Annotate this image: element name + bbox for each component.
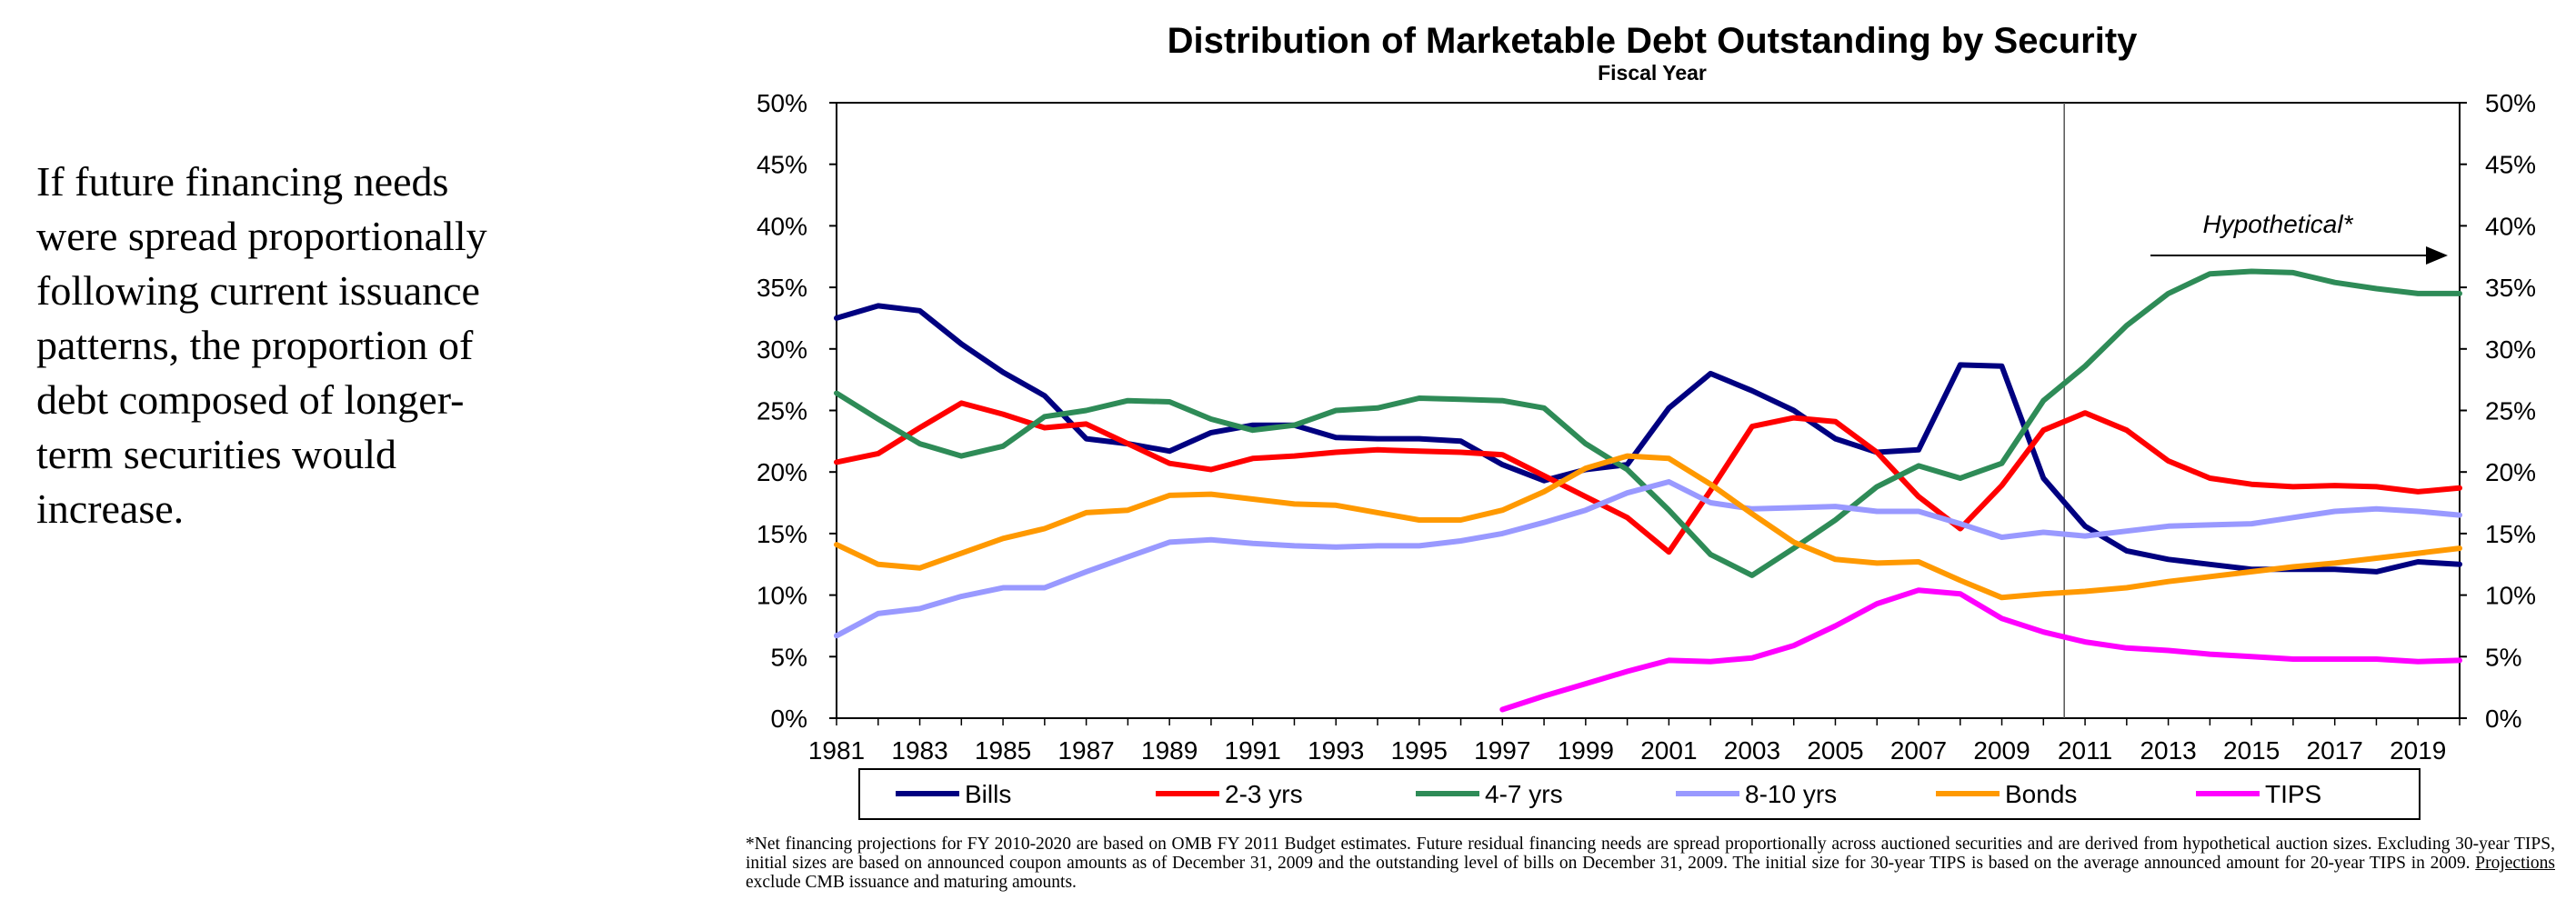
y-tick-label-right: 20% — [2485, 458, 2536, 486]
y-tick-label-right: 10% — [2485, 582, 2536, 610]
x-tick-label: 1989 — [1141, 736, 1198, 765]
legend-label-8-10-yrs: 8-10 yrs — [1745, 780, 1837, 808]
footnote-underlined: Projections — [2475, 854, 2555, 873]
legend — [858, 768, 2421, 820]
side-note: If future financing needs were spread pr… — [36, 158, 487, 532]
y-tick-label: 25% — [757, 397, 807, 425]
x-tick-label: 1981 — [808, 736, 865, 765]
series-line-tips — [1499, 587, 2462, 713]
legend-label-2-3-yrs: 2-3 yrs — [1225, 780, 1303, 808]
x-tick-label: 1997 — [1474, 736, 1530, 765]
x-tick-label: 2009 — [1973, 736, 2030, 765]
y-tick-label: 5% — [771, 643, 807, 671]
y-tick-label: 50% — [757, 89, 807, 117]
legend-label-4-7-yrs: 4-7 yrs — [1485, 780, 1563, 808]
y-tick-label-right: 5% — [2485, 643, 2521, 671]
footnote: *Net financing projections for FY 2010-2… — [746, 835, 2555, 892]
y-tick-label-right: 40% — [2485, 212, 2536, 240]
x-tick-label: 2007 — [1890, 736, 1947, 765]
y-tick-label-right: 0% — [2485, 705, 2521, 733]
y-tick-label-right: 50% — [2485, 89, 2536, 117]
y-tick-label: 45% — [757, 151, 807, 179]
x-tick-label: 2013 — [2140, 736, 2196, 765]
series-line-bonds — [834, 453, 2462, 601]
y-tick-label-right: 35% — [2485, 274, 2536, 302]
x-tick-label: 1987 — [1057, 736, 1114, 765]
debt-distribution-chart: Distribution of Marketable Debt Outstand… — [757, 21, 2536, 820]
legend-label-bills: Bills — [965, 780, 1011, 808]
x-tick-label: 1993 — [1308, 736, 1364, 765]
x-tick-label: 1983 — [891, 736, 947, 765]
x-tick-label: 1995 — [1391, 736, 1448, 765]
y-tick-label-right: 15% — [2485, 520, 2536, 548]
series-line-2-3-yrs — [834, 400, 2462, 555]
x-tick-label: 1999 — [1558, 736, 1614, 765]
y-tick-label-right: 30% — [2485, 335, 2536, 364]
y-tick-label-right: 45% — [2485, 151, 2536, 179]
footnote-text-end: exclude CMB issuance and maturing amount… — [746, 873, 1077, 892]
y-tick-label: 10% — [757, 582, 807, 610]
footnote-text: *Net financing projections for FY 2010-2… — [746, 835, 2555, 873]
legend-label-bonds: Bonds — [2005, 780, 2077, 808]
y-tick-label: 15% — [757, 520, 807, 548]
series-line-8-10-yrs — [834, 479, 2462, 639]
legend-label-tips: TIPS — [2265, 780, 2321, 808]
chart-subtitle: Fiscal Year — [1598, 61, 1707, 85]
x-tick-label: 2005 — [1807, 736, 1863, 765]
y-tick-label-right: 25% — [2485, 397, 2536, 425]
y-tick-label: 0% — [771, 705, 807, 733]
x-tick-label: 2015 — [2223, 736, 2280, 765]
chart-title: Distribution of Marketable Debt Outstand… — [1168, 21, 2139, 61]
x-tick-label: 2011 — [2058, 736, 2112, 765]
y-tick-label: 40% — [757, 212, 807, 240]
x-tick-label: 1985 — [975, 736, 1031, 765]
x-tick-label: 2019 — [2390, 736, 2446, 765]
x-tick-label: 1991 — [1225, 736, 1281, 765]
x-tick-label: 2017 — [2307, 736, 2363, 765]
x-tick-label: 2001 — [1640, 736, 1697, 765]
y-tick-label: 20% — [757, 458, 807, 486]
y-tick-label: 35% — [757, 274, 807, 302]
hypothetical-label: Hypothetical* — [2203, 210, 2354, 238]
series-line-bills — [834, 303, 2462, 575]
x-tick-label: 2003 — [1724, 736, 1780, 765]
y-tick-label: 30% — [757, 335, 807, 364]
